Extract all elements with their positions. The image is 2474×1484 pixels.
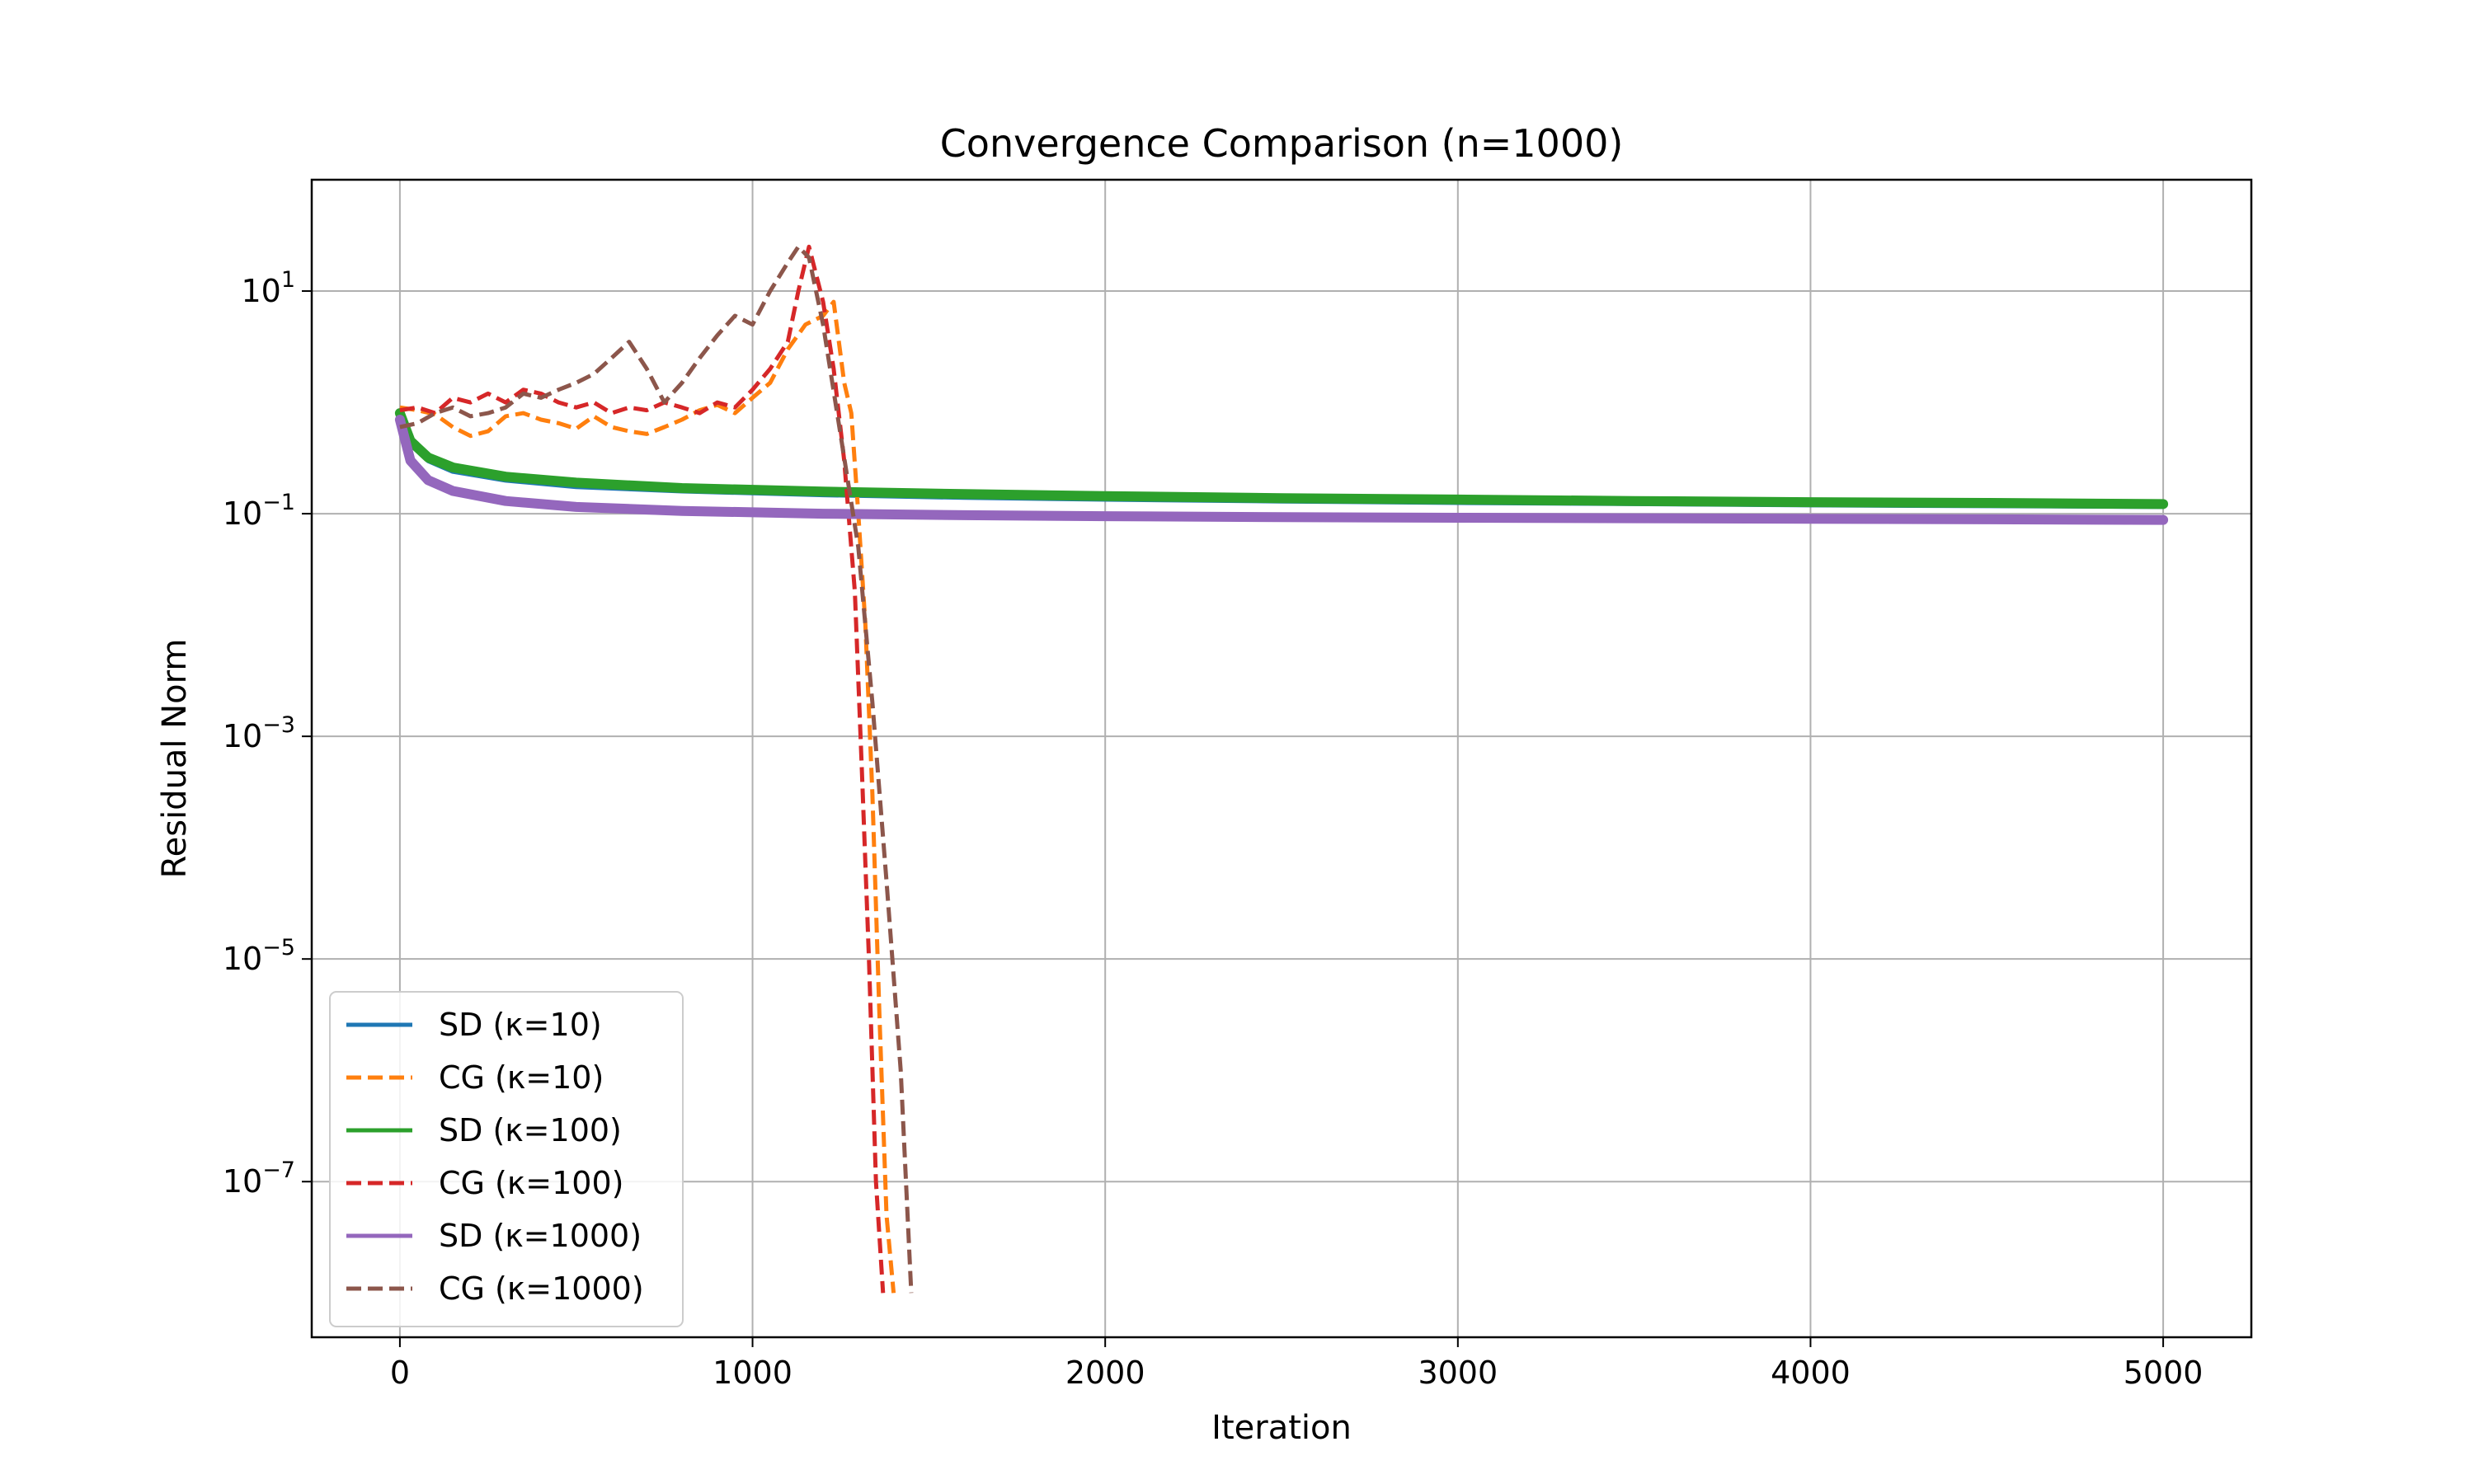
y-tick-exponent: 1	[281, 267, 295, 293]
legend-box	[329, 991, 684, 1327]
legend-label: CG (κ=1000)	[439, 1270, 644, 1307]
y-tick-base: 10	[223, 941, 262, 977]
y-tick-exponent: −1	[262, 490, 295, 515]
x-tick-label: 0	[390, 1355, 410, 1391]
y-tick-base: 10	[223, 1163, 262, 1200]
legend-label: SD (κ=1000)	[439, 1218, 642, 1254]
y-tick-label: 10−5	[223, 935, 295, 977]
y-axis-label: Residual Norm	[156, 639, 194, 879]
y-tick-exponent: −3	[262, 712, 295, 738]
x-tick-label: 2000	[1065, 1355, 1145, 1391]
series-line-5	[399, 244, 914, 1294]
series-line-1	[399, 299, 896, 1294]
y-tick-base: 10	[223, 495, 262, 532]
y-tick-label: 10−3	[223, 712, 295, 754]
y-tick-base: 10	[241, 273, 280, 309]
y-tick-exponent: −5	[262, 935, 295, 960]
x-tick-label: 1000	[713, 1355, 793, 1391]
legend-label: SD (κ=10)	[439, 1007, 602, 1043]
plot-frame	[310, 178, 2253, 1339]
legend: SD (κ=10) CG (κ=10) SD (κ=100) CG (κ=100) SD…	[329, 991, 684, 1327]
x-tick-label: 5000	[2124, 1355, 2204, 1391]
x-tick-label: 3000	[1418, 1355, 1498, 1391]
x-tick-label: 4000	[1771, 1355, 1851, 1391]
y-tick-exponent: −7	[262, 1158, 295, 1183]
y-tick-label: 101	[241, 267, 295, 309]
legend-label: CG (κ=100)	[439, 1165, 623, 1201]
x-axis-label: Iteration	[1211, 1409, 1352, 1447]
series-line-4	[394, 415, 2169, 525]
series-line-0	[397, 413, 2166, 510]
y-tick-label: 10−1	[223, 490, 295, 532]
chart-title: Convergence Comparison (n=1000)	[940, 121, 1624, 166]
y-tick-label: 10−7	[223, 1158, 295, 1200]
legend-label: CG (κ=10)	[439, 1059, 604, 1096]
plot-series	[394, 244, 2169, 1294]
series-line-2	[394, 408, 2169, 510]
y-tick-base: 10	[223, 718, 262, 754]
legend-label: SD (κ=100)	[439, 1112, 622, 1148]
